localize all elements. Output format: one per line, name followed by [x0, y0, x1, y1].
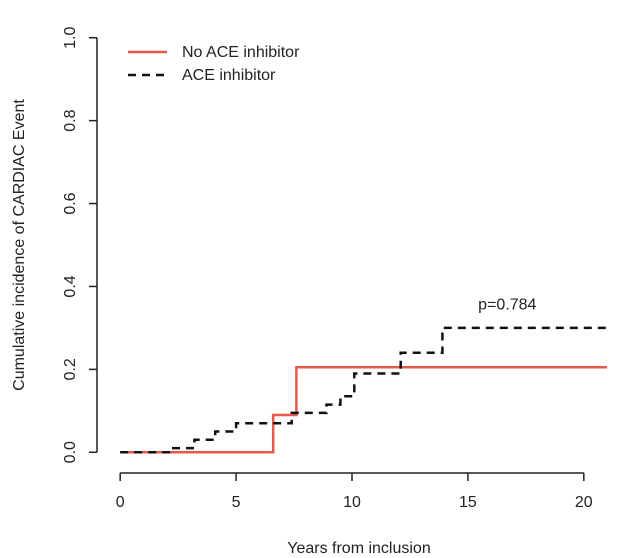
legend-label-no-ace: No ACE inhibitor: [182, 44, 300, 61]
p-value-annotation: p=0.784: [478, 296, 536, 313]
x-axis-title: Years from inclusion: [287, 540, 430, 557]
y-tick-label: 0.0: [62, 441, 79, 463]
legend-label-ace: ACE inhibitor: [182, 67, 276, 84]
legend: No ACE inhibitor ACE inhibitor: [128, 44, 300, 84]
y-tick-label: 0.4: [62, 275, 79, 297]
series-line-no-ace-inhibitor: [120, 366, 607, 454]
x-tick-label: 10: [343, 494, 361, 511]
series-layer: [120, 326, 607, 454]
x-tick-label: 5: [232, 494, 241, 511]
x-tick-label: 20: [575, 494, 593, 511]
y-axis-ticks: 0.0 0.2 0.4 0.6 0.8 1.0: [62, 27, 97, 463]
y-tick-label: 0.6: [62, 192, 79, 214]
series-line-ace-inhibitor: [120, 326, 607, 454]
y-tick-label: 1.0: [62, 27, 79, 49]
x-tick-label: 15: [459, 494, 477, 511]
x-tick-label: 0: [116, 494, 125, 511]
y-axis-title: Cumulative incidence of CARDIAC Event: [11, 99, 28, 391]
y-tick-label: 0.8: [62, 109, 79, 131]
y-tick-label: 0.2: [62, 358, 79, 380]
x-axis-ticks: 0 5 10 15 20: [116, 473, 593, 511]
